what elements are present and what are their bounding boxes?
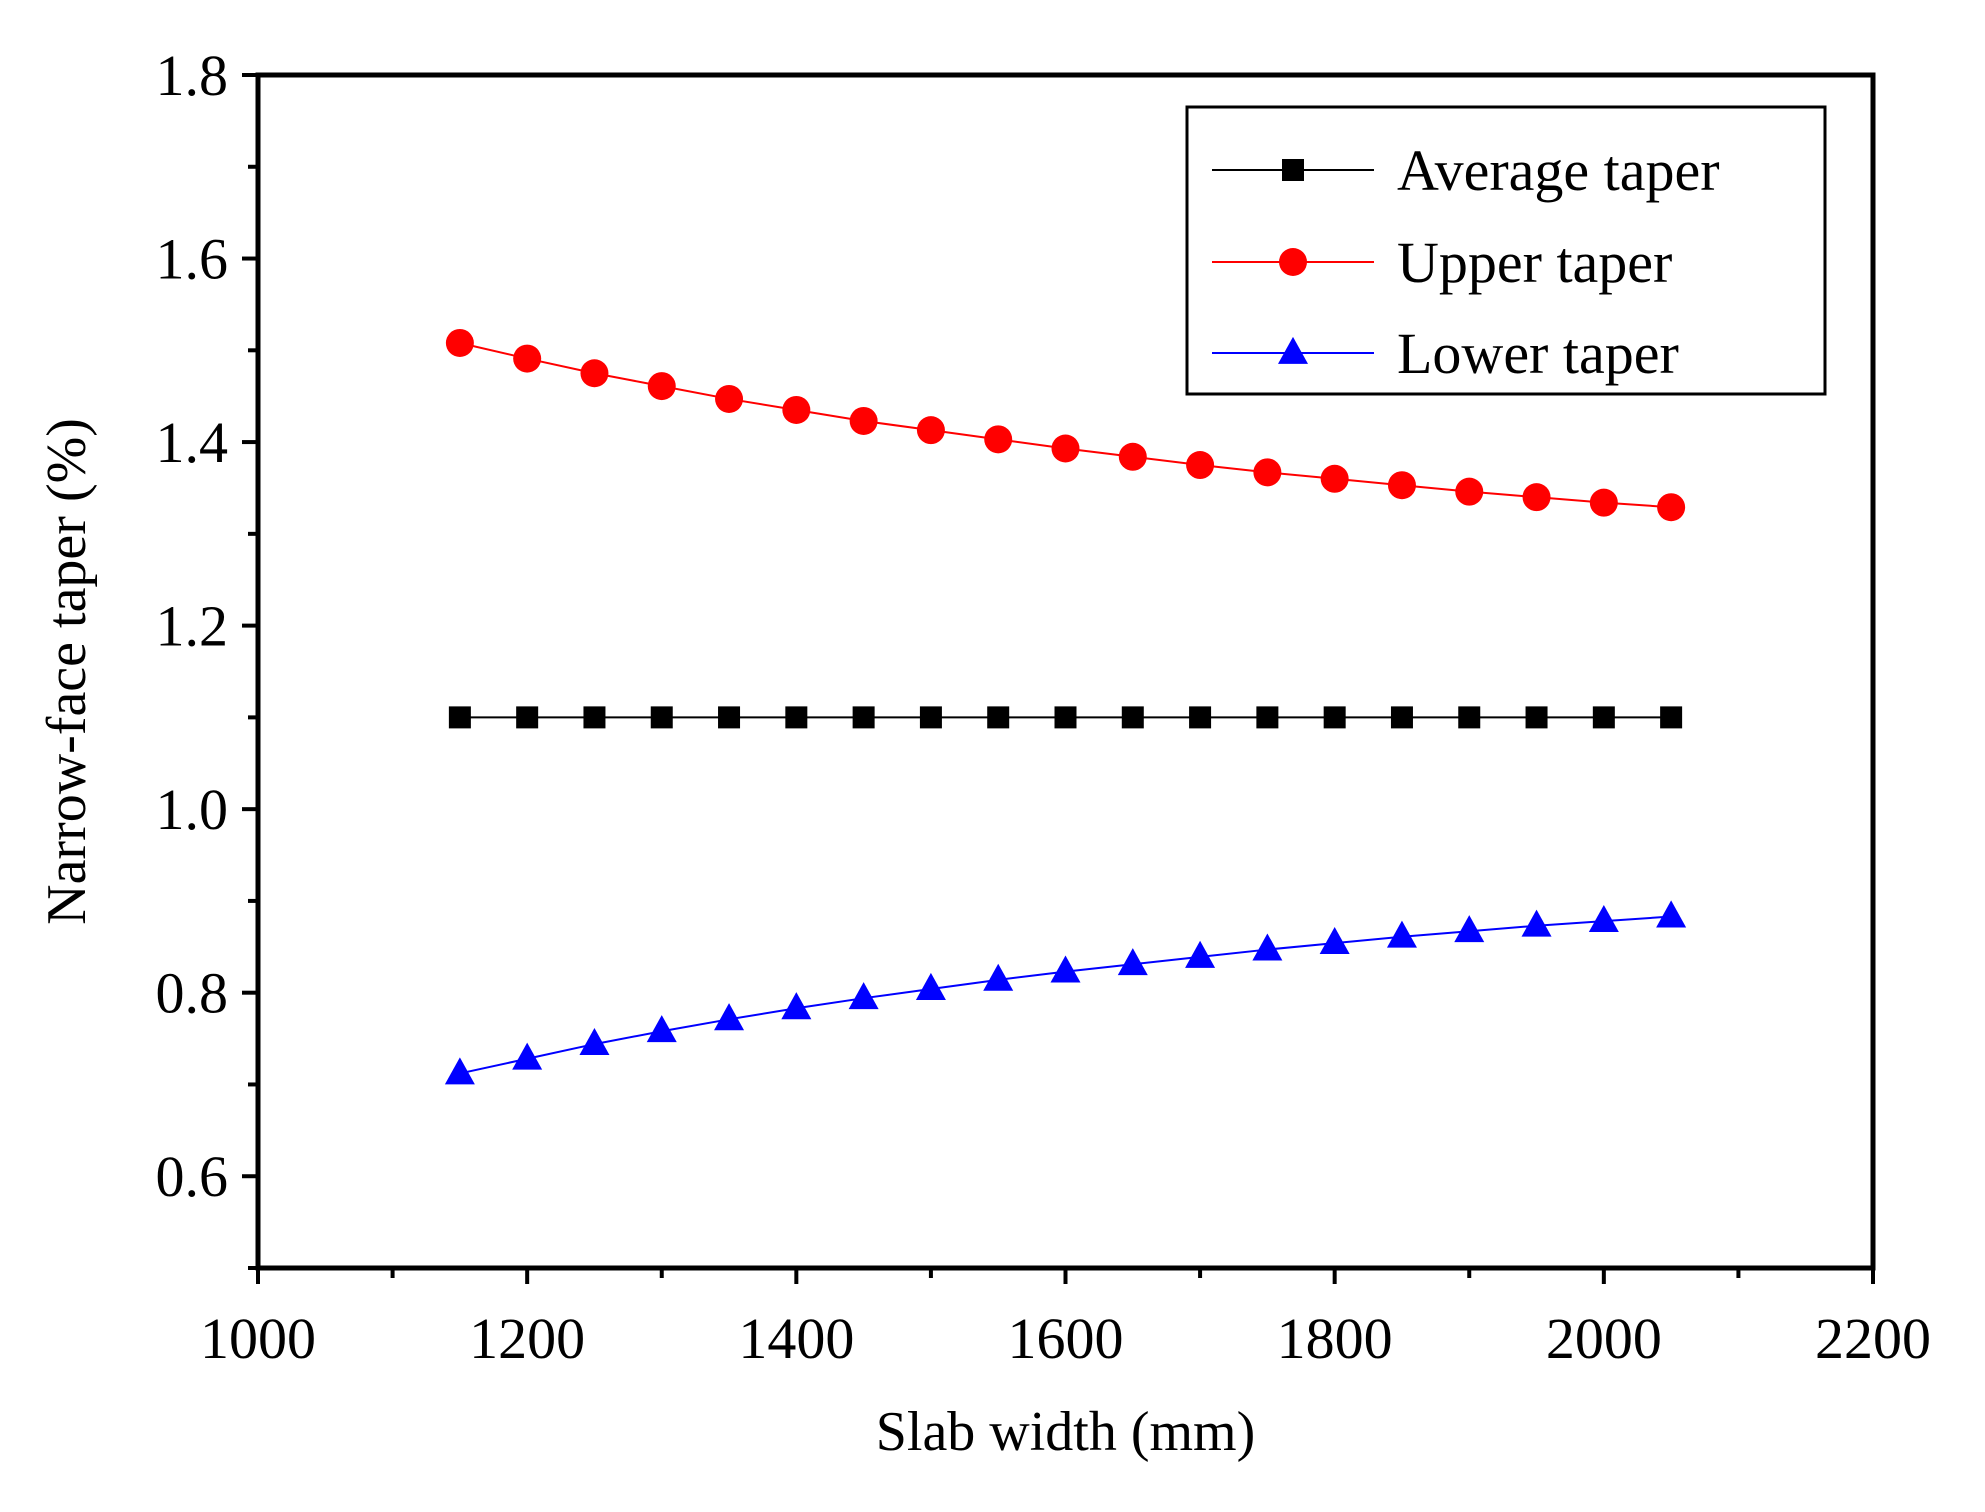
y-tick-label: 1.0 [156, 777, 229, 842]
x-tick-label: 1000 [200, 1306, 316, 1371]
data-point-lower-taper [1588, 904, 1619, 933]
series-upper-taper [445, 328, 1686, 522]
data-point-lower-taper [444, 1057, 475, 1085]
data-point-upper-taper [1455, 477, 1484, 506]
data-point-upper-taper [916, 416, 945, 445]
data-point-average-taper [1525, 706, 1548, 729]
data-point-upper-taper [647, 372, 676, 401]
x-tick-label: 2200 [1815, 1306, 1931, 1371]
data-point-average-taper [1390, 706, 1413, 729]
data-point-upper-taper [1657, 493, 1686, 522]
data-point-lower-taper [1252, 933, 1283, 961]
data-point-upper-taper [1186, 451, 1215, 480]
data-point-average-taper [1458, 706, 1481, 729]
data-point-upper-taper [1387, 471, 1416, 500]
legend-entry-lower-taper: Lower taper [1212, 321, 1679, 386]
x-tick-label: 1600 [1008, 1306, 1124, 1371]
data-point-lower-taper [1319, 927, 1350, 955]
data-point-lower-taper [1050, 955, 1081, 983]
y-tick-label: 1.4 [156, 410, 229, 475]
data-point-lower-taper [1185, 940, 1216, 968]
data-point-average-taper [583, 706, 606, 729]
legend-marker-upper-taper [1279, 248, 1307, 276]
data-point-upper-taper [1589, 488, 1618, 517]
legend-label-lower-taper: Lower taper [1397, 321, 1679, 386]
data-point-lower-taper [1454, 915, 1485, 943]
x-tick-label: 2000 [1546, 1306, 1662, 1371]
data-point-lower-taper [579, 1027, 610, 1056]
data-point-average-taper [1256, 706, 1279, 729]
legend-label-upper-taper: Upper taper [1397, 230, 1672, 295]
data-point-lower-taper [512, 1042, 543, 1070]
data-point-upper-taper [1522, 483, 1551, 512]
data-point-average-taper [987, 706, 1010, 729]
series-line-lower-taper [459, 915, 1672, 1075]
plot-series-layer [444, 328, 1687, 1085]
data-point-upper-taper [1118, 442, 1147, 471]
data-point-lower-taper [1386, 920, 1417, 948]
legend: Average taper Upper taper Lower taper [1185, 105, 1827, 396]
data-point-lower-taper [714, 1003, 745, 1031]
data-point-lower-taper [983, 963, 1014, 991]
data-point-lower-taper [1521, 909, 1552, 937]
data-point-lower-taper [848, 982, 879, 1010]
data-point-average-taper [1121, 706, 1144, 729]
data-point-average-taper [448, 706, 471, 729]
data-point-average-taper [650, 706, 673, 729]
data-point-upper-taper [445, 328, 474, 357]
data-point-average-taper [852, 706, 875, 729]
data-point-average-taper [1054, 706, 1077, 729]
y-tick-label: 0.8 [156, 961, 229, 1026]
x-tick-label: 1200 [469, 1306, 585, 1371]
legend-marker-average-taper [1282, 159, 1304, 181]
data-point-average-taper [1323, 706, 1346, 729]
data-point-lower-taper [1656, 900, 1687, 928]
data-point-lower-taper [646, 1015, 677, 1043]
data-point-average-taper [785, 706, 808, 729]
legend-label-average-taper: Average taper [1397, 138, 1720, 203]
data-point-average-taper [919, 706, 942, 729]
x-axis-title: Slab width (mm) [876, 1401, 1256, 1463]
data-point-lower-taper [915, 972, 946, 1000]
data-point-average-taper [1592, 706, 1615, 729]
data-point-average-taper [1189, 706, 1212, 729]
data-point-upper-taper [715, 384, 744, 413]
data-point-average-taper [516, 706, 539, 729]
data-point-average-taper [718, 706, 741, 729]
legend-entry-average-taper: Average taper [1212, 138, 1720, 203]
y-tick-label: 1.2 [156, 594, 229, 659]
axes-layer: 1000 1200 1400 1600 1800 2000 2200 0.6 0.8 1.0 1.2… [36, 43, 1931, 1463]
data-point-average-taper [1660, 706, 1683, 729]
data-point-lower-taper [781, 992, 812, 1020]
y-tick-label: 1.8 [156, 43, 229, 108]
y-tick-label: 1.6 [156, 227, 229, 292]
data-point-upper-taper [1320, 464, 1349, 493]
x-tick-label: 1800 [1277, 1306, 1393, 1371]
legend-marker-lower-taper [1278, 336, 1308, 364]
y-tick-label: 0.6 [156, 1144, 229, 1209]
data-point-upper-taper [849, 406, 878, 435]
series-lower-taper [444, 900, 1687, 1085]
data-point-upper-taper [984, 425, 1013, 454]
data-point-upper-taper [782, 395, 811, 424]
data-point-upper-taper [580, 359, 609, 388]
legend-entry-upper-taper: Upper taper [1212, 230, 1672, 295]
y-axis-title: Narrow-face taper (%) [36, 418, 98, 925]
data-point-lower-taper [1117, 948, 1148, 976]
data-point-upper-taper [1051, 434, 1080, 463]
x-tick-label: 1400 [738, 1306, 854, 1371]
data-point-upper-taper [1253, 458, 1282, 487]
data-point-upper-taper [513, 344, 542, 373]
series-average-taper [448, 706, 1683, 729]
